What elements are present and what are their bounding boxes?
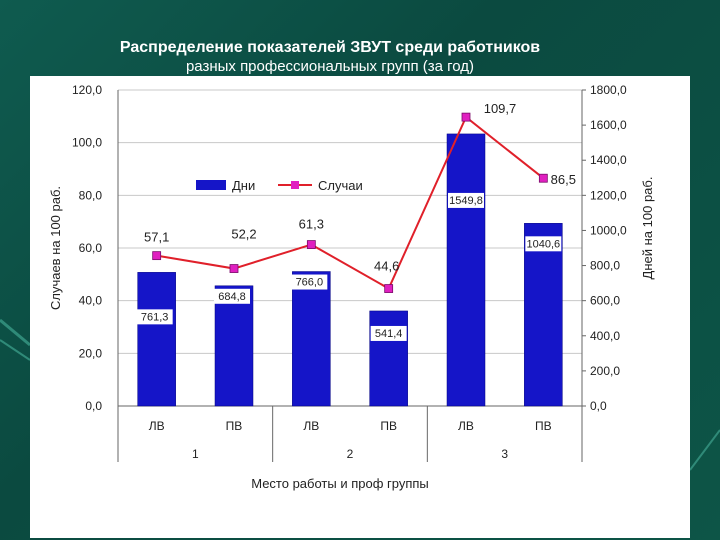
bar: [137, 272, 176, 407]
bar-label-box: [370, 325, 407, 341]
category-label: ЛВ: [458, 419, 474, 433]
bar-label-box: [291, 274, 328, 290]
slide-title: Распределение показателей ЗВУТ среди раб…: [0, 38, 660, 76]
left-axis-title: Случаев на 100 раб.: [48, 186, 63, 310]
legend-marker: [291, 181, 299, 189]
category-label: ЛВ: [149, 419, 165, 433]
line-marker: [152, 251, 162, 261]
right-tick-label: 1800,0: [590, 83, 627, 97]
right-tick-label: 0,0: [590, 399, 607, 413]
left-tick-label: 80,0: [79, 188, 103, 202]
bar-label-box: [525, 236, 562, 252]
bar: [524, 223, 563, 407]
bar-value-label: 1549,8: [449, 195, 483, 207]
bar-label-box: [136, 309, 173, 325]
line-value-label: 57,1: [144, 230, 169, 245]
slide-title-line1: Распределение показателей ЗВУТ среди раб…: [119, 39, 541, 56]
group-label: 1: [192, 447, 199, 461]
left-tick-label: 100,0: [72, 136, 102, 150]
line-marker: [461, 112, 471, 122]
line-value-label: 61,3: [299, 217, 324, 232]
line-value-label: 86,5: [551, 172, 576, 187]
category-label: ЛВ: [303, 419, 319, 433]
bar-label-box: [448, 192, 484, 208]
left-tick-label: 120,0: [72, 83, 102, 97]
bar-value-label: 684,8: [218, 291, 246, 303]
group-label: 2: [347, 447, 354, 461]
right-tick-label: 1600,0: [590, 118, 627, 132]
line-marker: [538, 173, 548, 183]
combo-chart: 0,0 20,0 40,0 60,0 80,0 100,0 120,0 0,0 200,0 400…: [48, 83, 655, 491]
bar: [214, 285, 254, 407]
bar: [446, 133, 486, 407]
line-marker: [306, 240, 316, 249]
line-value-label: 52,2: [231, 227, 256, 242]
left-tick-label: 0,0: [85, 399, 102, 413]
line-value-label: 44,6: [374, 259, 399, 274]
line-marker: [229, 264, 239, 273]
line-value-label: 109,7: [484, 101, 517, 116]
category-label: ПВ: [535, 419, 552, 433]
legend-label-bar: Дни: [232, 178, 255, 193]
bar-label-box: [214, 288, 250, 304]
group-label: 3: [501, 447, 508, 461]
right-tick-label: 400,0: [590, 329, 620, 343]
right-tick-label: 600,0: [590, 294, 620, 308]
left-tick-label: 20,0: [79, 346, 103, 360]
slide-title-line2: разных профессиональных групп (за год): [185, 58, 475, 75]
line-series: [156, 115, 544, 290]
category-label: ПВ: [226, 419, 243, 433]
bar: [292, 271, 331, 407]
legend-swatch-bar: [196, 180, 226, 190]
line-marker: [384, 284, 394, 293]
bar-value-label: 541,4: [375, 328, 403, 340]
right-tick-label: 1200,0: [590, 188, 627, 202]
right-axis-title: Дней на 100 раб.: [640, 177, 655, 280]
bar-value-label: 1040,6: [527, 238, 561, 250]
chart-panel: 0,0 20,0 40,0 60,0 80,0 100,0 120,0 0,0 200,0 400…: [30, 76, 690, 538]
bar-value-label: 766,0: [296, 277, 324, 289]
left-tick-label: 60,0: [79, 241, 103, 255]
legend-label-line: Случаи: [318, 178, 363, 193]
left-tick-label: 40,0: [79, 294, 103, 308]
x-axis-title: Место работы и проф группы: [251, 476, 429, 491]
right-tick-label: 1000,0: [590, 223, 627, 237]
right-tick-label: 800,0: [590, 259, 620, 273]
bar-value-label: 761,3: [141, 311, 169, 323]
right-tick-label: 1400,0: [590, 153, 627, 167]
bar: [369, 310, 408, 407]
right-tick-label: 200,0: [590, 364, 620, 378]
category-label: ПВ: [380, 419, 397, 433]
